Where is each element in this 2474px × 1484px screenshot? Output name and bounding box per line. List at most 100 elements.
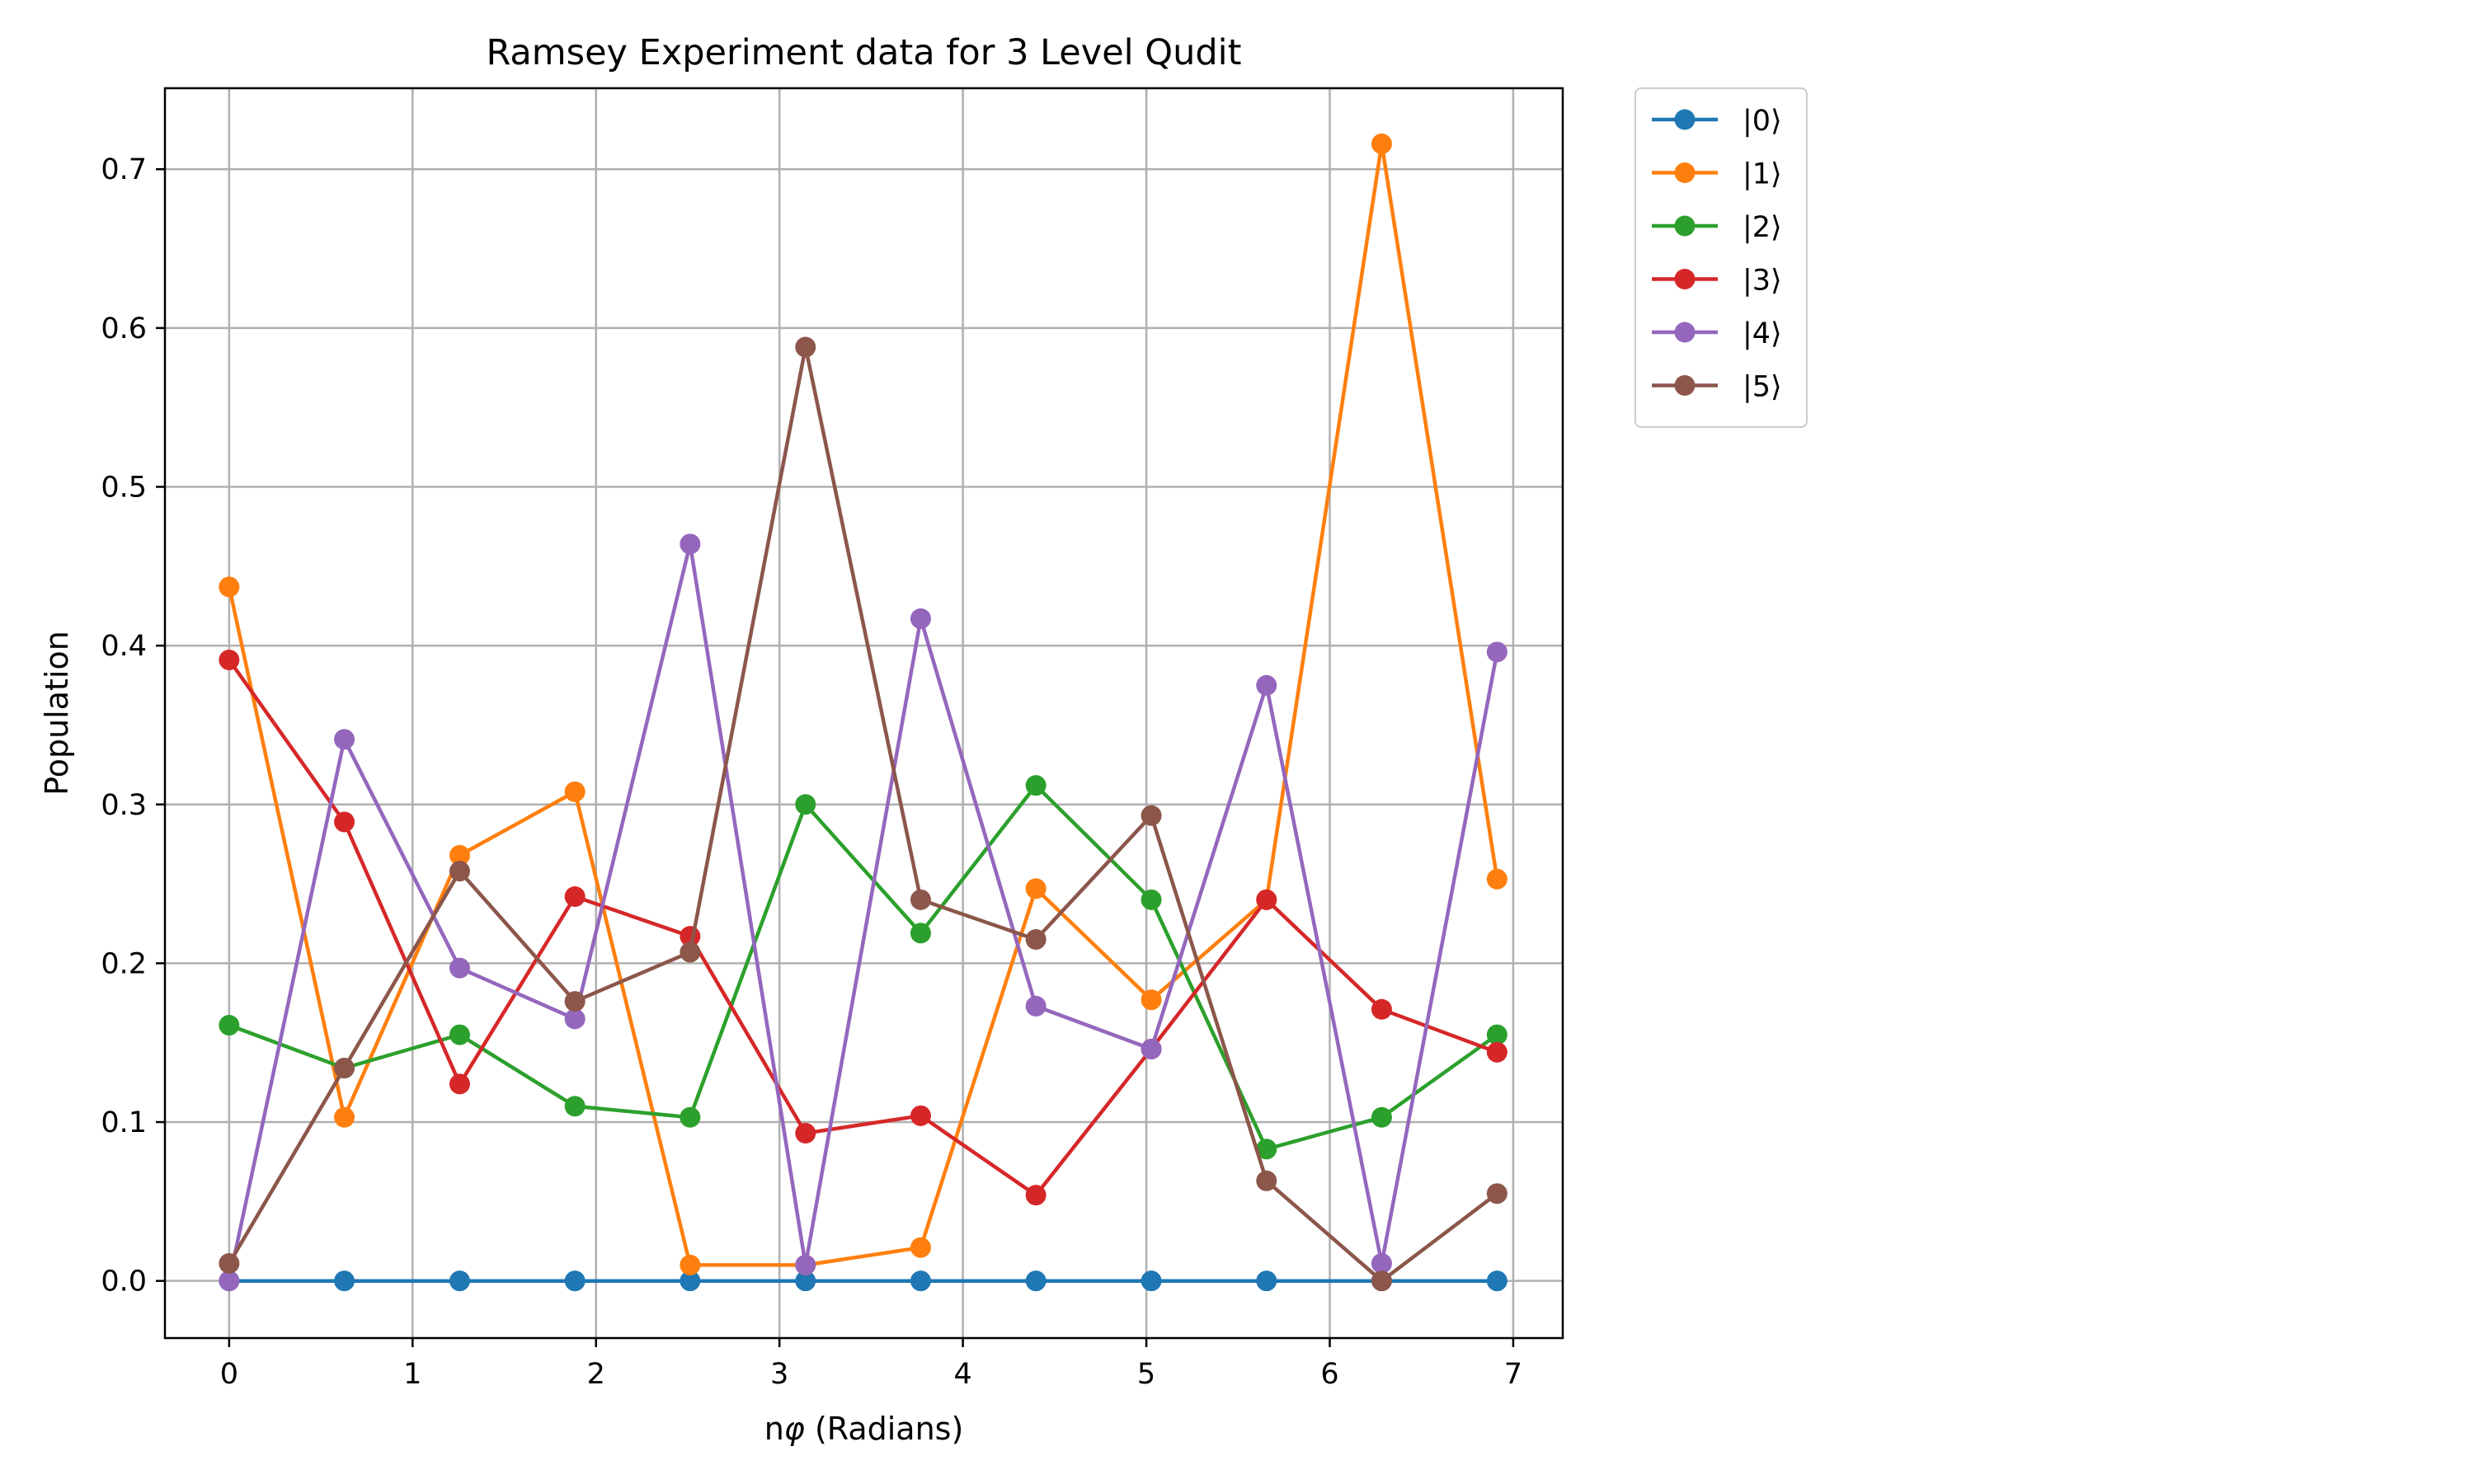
data-point (449, 844, 470, 866)
data-point (1371, 998, 1392, 1020)
ticks: 0 1 2 3 4 5 6 7 0.0 0.1 0.2 0.3 0.4 0.5 0.6 0.7 (101, 153, 1522, 1391)
x-tick-label: 0 (220, 1358, 238, 1391)
legend-label: |0⟩ (1743, 105, 1782, 138)
data-point (1371, 133, 1392, 154)
data-point (219, 649, 240, 670)
data-point (449, 861, 470, 882)
data-point (1256, 1270, 1277, 1292)
data-point (1256, 889, 1277, 910)
x-tick-label: 4 (953, 1358, 971, 1391)
data-point (564, 781, 586, 802)
data-point (219, 1270, 240, 1292)
data-point (219, 1252, 240, 1274)
x-tick-label: 7 (1504, 1358, 1522, 1391)
data-point (449, 957, 470, 979)
data-point (910, 923, 931, 944)
data-point (334, 811, 355, 833)
data-point (1141, 1270, 1162, 1292)
legend-item: |2⟩ (1652, 211, 1782, 244)
data-point (910, 1270, 931, 1292)
data-point (1486, 1183, 1507, 1205)
data-point (1025, 995, 1047, 1017)
y-axis-label: Population (39, 631, 75, 796)
y-tick-label: 0.7 (101, 153, 147, 186)
data-point (795, 336, 816, 358)
data-point (449, 1024, 470, 1045)
y-tick-label: 0.5 (101, 472, 147, 505)
legend-swatch-marker (1674, 375, 1696, 396)
series-line (226, 345, 1500, 1283)
data-point (680, 1106, 701, 1128)
y-tick-label: 0.4 (101, 630, 147, 663)
x-axis-label: nφ (Radians) (764, 1411, 964, 1447)
legend-swatch-marker (1674, 269, 1696, 289)
legend-swatch-marker (1674, 109, 1696, 130)
legend-item: |1⟩ (1652, 158, 1782, 191)
data-point (564, 991, 586, 1012)
data-point (334, 1270, 355, 1292)
x-tick-label: 1 (403, 1358, 421, 1391)
data-point (1371, 1106, 1392, 1128)
x-tick-label: 3 (770, 1358, 788, 1391)
data-point (1141, 805, 1162, 826)
data-point (564, 1008, 586, 1030)
legend-label: |5⟩ (1743, 371, 1782, 404)
data-point (564, 1270, 586, 1292)
y-tick-label: 0.3 (101, 789, 147, 822)
x-axis-label-suffix: (Radians) (805, 1411, 963, 1447)
data-point (1486, 1041, 1507, 1063)
legend-item: |3⟩ (1652, 265, 1782, 298)
legend-swatch-marker (1674, 215, 1696, 237)
data-point (910, 608, 931, 629)
data-point (1141, 889, 1162, 910)
y-tick-label: 0.0 (101, 1266, 147, 1298)
data-point (795, 794, 816, 815)
series-5 (219, 336, 1507, 1292)
series-line (226, 657, 1500, 1197)
data-point (564, 885, 586, 907)
data-point (449, 1270, 470, 1292)
data-point (910, 1105, 931, 1126)
legend-swatch-marker (1674, 162, 1696, 183)
data-point (334, 729, 355, 750)
series-layer (219, 133, 1507, 1292)
x-tick-label: 5 (1137, 1358, 1155, 1391)
data-point (795, 1254, 816, 1275)
series-4 (219, 533, 1507, 1292)
data-point (1486, 868, 1507, 890)
data-point (1256, 674, 1277, 696)
data-point (795, 1123, 816, 1144)
data-point (1486, 1024, 1507, 1045)
legend-label: |2⟩ (1743, 211, 1782, 244)
data-point (1256, 1139, 1277, 1160)
data-point (564, 1096, 586, 1117)
data-point (1141, 989, 1162, 1011)
data-point (219, 576, 240, 598)
data-point (910, 889, 931, 910)
data-point (795, 1270, 816, 1292)
y-tick-label: 0.6 (101, 312, 147, 345)
legend-label: |3⟩ (1743, 265, 1782, 298)
data-point (680, 533, 701, 555)
legend-item: |0⟩ (1652, 105, 1782, 138)
legend-label: |1⟩ (1743, 158, 1782, 191)
x-axis-label-symbol: φ (784, 1411, 805, 1447)
series-line (227, 542, 1500, 1284)
legend-item: |4⟩ (1652, 317, 1782, 350)
x-axis-label-prefix: n (764, 1411, 784, 1447)
data-point (1025, 1270, 1047, 1292)
data-point (1141, 1038, 1162, 1059)
data-point (1371, 1270, 1392, 1292)
data-point (219, 1015, 240, 1036)
data-point (1025, 878, 1047, 899)
data-point (680, 942, 701, 963)
x-tick-label: 2 (587, 1358, 605, 1391)
y-tick-label: 0.2 (101, 947, 147, 980)
data-point (449, 1073, 470, 1095)
data-point (1025, 1185, 1047, 1206)
data-point (680, 1270, 701, 1292)
legend-item: |5⟩ (1652, 371, 1782, 404)
data-point (680, 1254, 701, 1275)
